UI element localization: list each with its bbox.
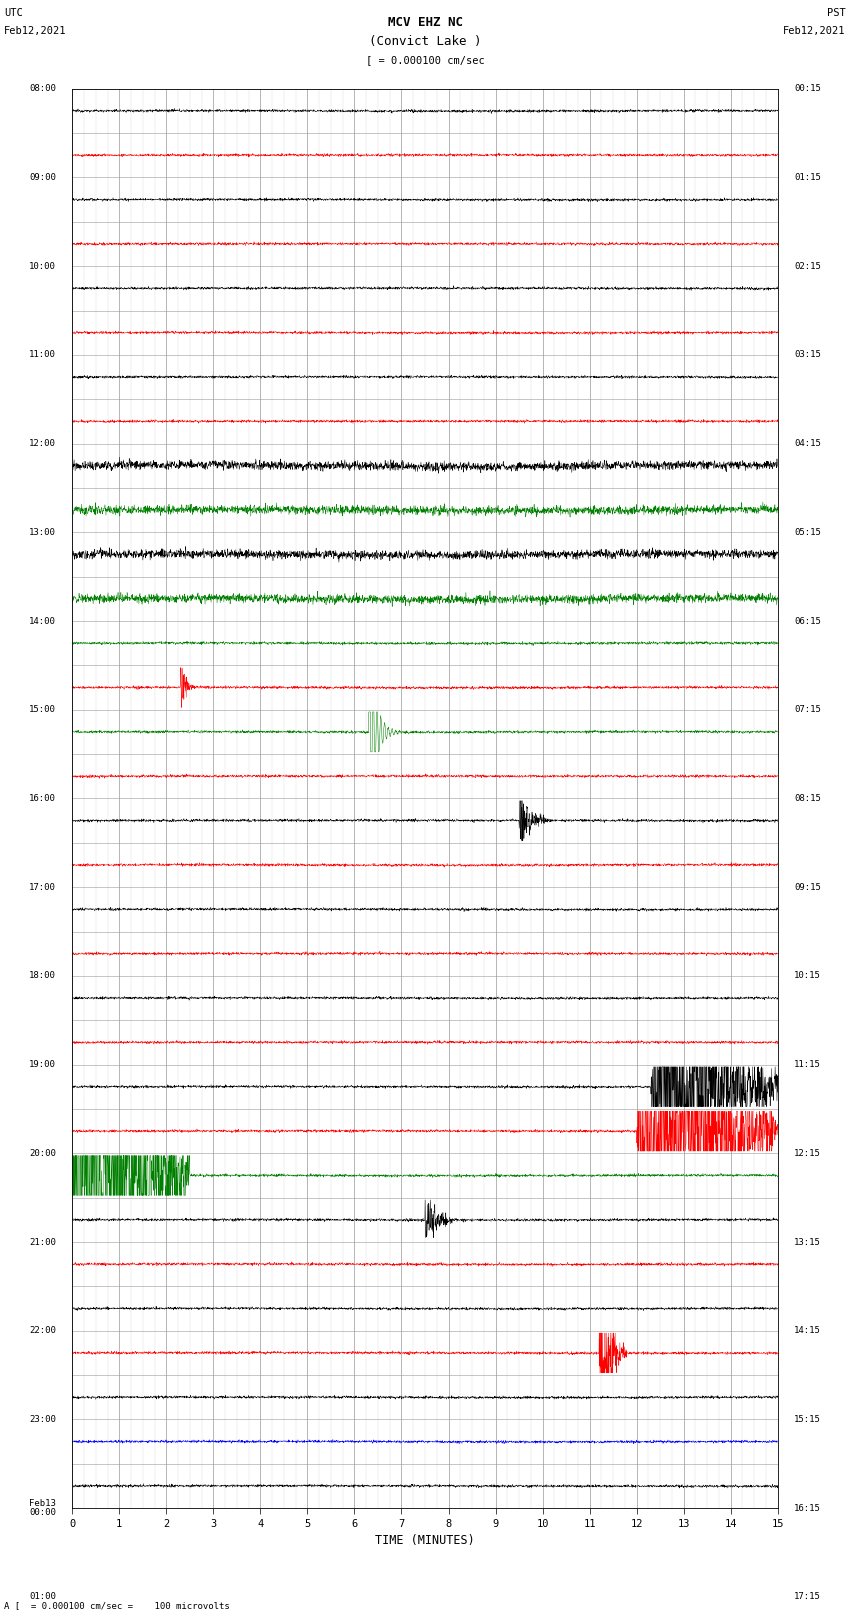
Text: 18:00: 18:00 bbox=[29, 971, 56, 981]
Text: [ = 0.000100 cm/sec: [ = 0.000100 cm/sec bbox=[366, 55, 484, 65]
Text: 06:15: 06:15 bbox=[794, 616, 821, 626]
Text: 17:15: 17:15 bbox=[794, 1592, 821, 1602]
Text: 01:15: 01:15 bbox=[794, 173, 821, 182]
Text: 16:00: 16:00 bbox=[29, 794, 56, 803]
Text: Feb12,2021: Feb12,2021 bbox=[783, 26, 846, 35]
Text: 08:15: 08:15 bbox=[794, 794, 821, 803]
Text: Feb13: Feb13 bbox=[29, 1498, 56, 1508]
Text: 13:00: 13:00 bbox=[29, 527, 56, 537]
Text: 11:00: 11:00 bbox=[29, 350, 56, 360]
Text: 12:15: 12:15 bbox=[794, 1148, 821, 1158]
Text: 12:00: 12:00 bbox=[29, 439, 56, 448]
Text: 04:15: 04:15 bbox=[794, 439, 821, 448]
Text: 14:00: 14:00 bbox=[29, 616, 56, 626]
Text: 17:00: 17:00 bbox=[29, 882, 56, 892]
Text: 11:15: 11:15 bbox=[794, 1060, 821, 1069]
Text: UTC: UTC bbox=[4, 8, 23, 18]
Text: 00:00: 00:00 bbox=[29, 1508, 56, 1518]
Text: A [  = 0.000100 cm/sec =    100 microvolts: A [ = 0.000100 cm/sec = 100 microvolts bbox=[4, 1600, 230, 1610]
Text: Feb12,2021: Feb12,2021 bbox=[4, 26, 67, 35]
Text: 15:15: 15:15 bbox=[794, 1415, 821, 1424]
Text: 05:15: 05:15 bbox=[794, 527, 821, 537]
Text: 10:00: 10:00 bbox=[29, 261, 56, 271]
Text: 16:15: 16:15 bbox=[794, 1503, 821, 1513]
Text: 20:00: 20:00 bbox=[29, 1148, 56, 1158]
Text: MCV EHZ NC: MCV EHZ NC bbox=[388, 16, 462, 29]
Text: 14:15: 14:15 bbox=[794, 1326, 821, 1336]
Text: 13:15: 13:15 bbox=[794, 1237, 821, 1247]
Text: 19:00: 19:00 bbox=[29, 1060, 56, 1069]
Text: 02:15: 02:15 bbox=[794, 261, 821, 271]
Text: PST: PST bbox=[827, 8, 846, 18]
Text: 08:00: 08:00 bbox=[29, 84, 56, 94]
Text: 15:00: 15:00 bbox=[29, 705, 56, 715]
Text: 09:15: 09:15 bbox=[794, 882, 821, 892]
Text: (Convict Lake ): (Convict Lake ) bbox=[369, 35, 481, 48]
Text: 00:15: 00:15 bbox=[794, 84, 821, 94]
Text: 01:00: 01:00 bbox=[29, 1592, 56, 1602]
Text: 10:15: 10:15 bbox=[794, 971, 821, 981]
Text: 22:00: 22:00 bbox=[29, 1326, 56, 1336]
Text: 09:00: 09:00 bbox=[29, 173, 56, 182]
Text: 03:15: 03:15 bbox=[794, 350, 821, 360]
Text: 23:00: 23:00 bbox=[29, 1415, 56, 1424]
Text: 21:00: 21:00 bbox=[29, 1237, 56, 1247]
Text: 07:15: 07:15 bbox=[794, 705, 821, 715]
X-axis label: TIME (MINUTES): TIME (MINUTES) bbox=[375, 1534, 475, 1547]
